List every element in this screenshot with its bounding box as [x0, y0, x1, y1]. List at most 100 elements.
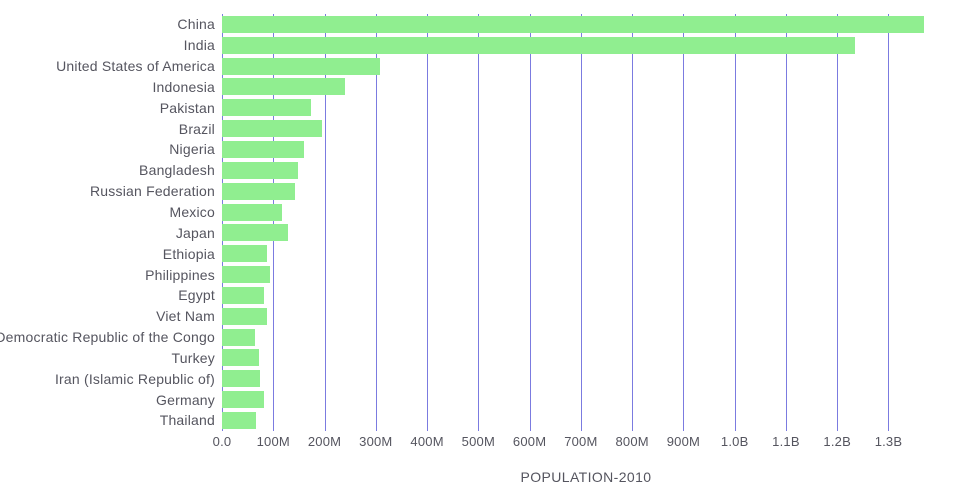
gridline: [324, 14, 326, 431]
country-label-text: Turkey: [171, 349, 215, 366]
country-label: Egypt: [0, 285, 222, 306]
country-label-text: Philippines: [145, 266, 215, 283]
bar-row: Philippines: [0, 264, 950, 285]
bar-row: China: [0, 14, 950, 35]
country-label: Thailand: [0, 410, 222, 431]
population-bar: [222, 411, 256, 429]
country-label-text: Ethiopia: [162, 245, 215, 262]
gridline: [888, 14, 890, 431]
population-bar: [222, 140, 304, 158]
x-tick-label: 1.0B: [720, 434, 749, 449]
gridline: [837, 14, 839, 431]
gridline: [427, 14, 429, 431]
x-tick-label: 600M: [512, 434, 547, 449]
gridline: [580, 14, 582, 431]
bar-row: Turkey: [0, 348, 950, 369]
bar-track: [222, 97, 950, 118]
country-label-text: Bangladesh: [139, 162, 215, 179]
population-bar: [222, 307, 268, 325]
country-label: China: [0, 14, 222, 35]
country-label-text: Iran (Islamic Republic of): [54, 370, 215, 387]
country-label: Indonesia: [0, 77, 222, 98]
x-tick-label: 700M: [564, 434, 598, 449]
country-label-text: India: [183, 37, 215, 54]
gridlines: [222, 14, 950, 431]
population-bar: [222, 328, 255, 346]
x-tick-label: 500M: [461, 434, 495, 449]
gridline: [785, 14, 787, 431]
gridline: [683, 14, 685, 431]
country-label: Mexico: [0, 202, 222, 223]
population-bar: [222, 286, 265, 304]
gridline: [734, 14, 736, 431]
population-bar: [222, 99, 312, 117]
country-label: Russian Federation: [0, 181, 222, 202]
x-tick-label: 1.2B: [823, 434, 851, 449]
country-label-text: Pakistan: [159, 99, 215, 116]
bar-track: [222, 181, 950, 202]
population-bar: [222, 349, 259, 367]
country-label-text: Mexico: [169, 204, 215, 221]
gridline: [529, 14, 531, 431]
country-label-text: China: [177, 16, 215, 33]
bar-track: [222, 118, 950, 139]
country-label-text: Nigeria: [169, 141, 215, 158]
x-tick-label: 1.1B: [772, 434, 800, 449]
country-label-text: Brazil: [178, 120, 215, 137]
bar-row: Nigeria: [0, 139, 950, 160]
bar-row: Thailand: [0, 410, 950, 431]
bar-row: Japan: [0, 222, 950, 243]
bar-row: Mexico: [0, 202, 950, 223]
country-label: Turkey: [0, 348, 222, 369]
country-label-text: Democratic Republic of the Congo: [0, 329, 215, 346]
bar-row: Russian Federation: [0, 181, 950, 202]
bar-track: [222, 327, 950, 348]
country-label: Brazil: [0, 118, 222, 139]
bar-row: India: [0, 35, 950, 56]
bar-row: Democratic Republic of the Congo: [0, 327, 950, 348]
bar-row: Ethiopia: [0, 243, 950, 264]
country-label: Iran (Islamic Republic of): [0, 368, 222, 389]
bar-row: Germany: [0, 389, 950, 410]
population-bar: [222, 120, 322, 138]
country-label: Philippines: [0, 264, 222, 285]
population-bar: [222, 182, 296, 200]
population-bar: [222, 161, 298, 179]
x-tick-label: 1.3B: [874, 434, 903, 449]
bar-row: Indonesia: [0, 77, 950, 98]
country-label: Viet Nam: [0, 306, 222, 327]
country-label: Pakistan: [0, 97, 222, 118]
country-label: India: [0, 35, 222, 56]
bar-row: Viet Nam: [0, 306, 950, 327]
population-bar: [222, 78, 346, 96]
x-axis-ticks: 0.0 100M 200M 300M 400M 500M 600M 700M 800M 900M 1…: [213, 434, 950, 452]
x-tick-label: 800M: [615, 434, 649, 449]
population-bar: [222, 391, 265, 409]
country-label-text: United States of America: [56, 58, 215, 75]
bar-track: [222, 348, 950, 369]
x-tick-label: 400M: [410, 434, 444, 449]
bar-track: [222, 264, 950, 285]
population-bar: [222, 266, 270, 284]
population-bar: [222, 224, 288, 242]
x-tick-label: 300M: [359, 434, 393, 449]
bar-track: [222, 14, 950, 35]
country-label: Nigeria: [0, 139, 222, 160]
country-label-text: Germany: [156, 391, 215, 408]
bar-track: [222, 368, 950, 389]
country-label: Ethiopia: [0, 243, 222, 264]
bar-row: Iran (Islamic Republic of): [0, 368, 950, 389]
bar-track: [222, 160, 950, 181]
country-label-text: Egypt: [178, 287, 215, 304]
bar-track: [222, 77, 950, 98]
bar-track: [222, 285, 950, 306]
gridline: [222, 14, 223, 431]
bar-row: Egypt: [0, 285, 950, 306]
gridline: [273, 14, 275, 431]
x-axis-title: POPULATION-2010: [520, 469, 652, 485]
bar-track: [222, 306, 950, 327]
bar-row: Pakistan: [0, 97, 950, 118]
country-label-text: Thailand: [159, 412, 215, 429]
chart-rows: China India United States of America Indone…: [0, 14, 950, 431]
